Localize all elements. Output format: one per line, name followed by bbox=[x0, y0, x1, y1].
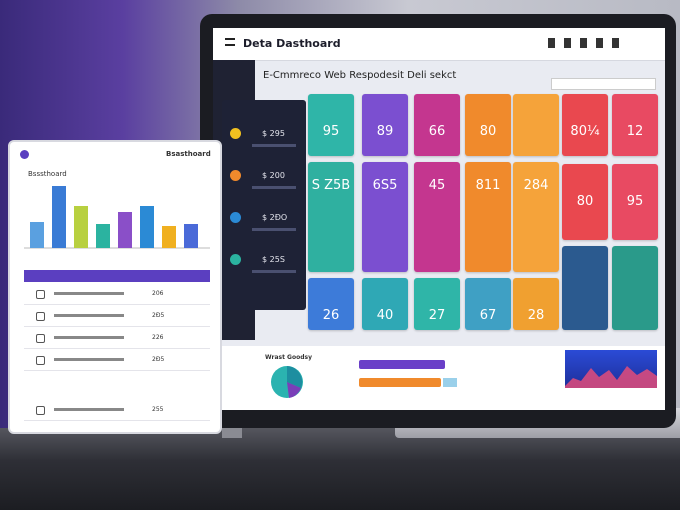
panel-value: $ 25S bbox=[262, 255, 285, 264]
panel-sub bbox=[252, 186, 296, 189]
area-chart bbox=[565, 366, 657, 388]
bar-chart bbox=[24, 186, 210, 249]
status-dot bbox=[230, 212, 241, 223]
row-divider bbox=[24, 304, 210, 305]
row-value: 206 bbox=[152, 290, 164, 297]
bottom-panel: Wrast Goodsy bbox=[213, 346, 665, 410]
row-icon bbox=[36, 290, 45, 299]
chart-tile bbox=[612, 246, 658, 330]
row-icon bbox=[36, 334, 45, 343]
tile: 67 bbox=[465, 278, 511, 330]
status-dot bbox=[230, 254, 241, 265]
chart-title: Bsssthoard bbox=[28, 170, 67, 178]
tile: 811 bbox=[465, 162, 511, 272]
row-divider bbox=[24, 370, 210, 371]
bar bbox=[184, 224, 198, 248]
page-heading: E-Cmmrecο Web Respodesit Deli sekct bbox=[263, 70, 457, 81]
bar bbox=[118, 212, 132, 248]
progress-bar bbox=[443, 378, 457, 387]
toolbar-icons bbox=[548, 38, 653, 50]
status-dot bbox=[230, 128, 241, 139]
summary-panel: $ 295 $ 200 $ 2ĐO $ 25S bbox=[222, 100, 306, 310]
tile: 66 bbox=[414, 94, 460, 156]
status-dot bbox=[230, 170, 241, 181]
icon[interactable] bbox=[580, 38, 587, 48]
bar bbox=[162, 226, 176, 248]
tile: 26 bbox=[308, 278, 354, 330]
menu-icon[interactable] bbox=[225, 38, 235, 46]
progress-bar bbox=[359, 378, 441, 387]
tile: 80 bbox=[465, 94, 511, 156]
row-icon bbox=[36, 406, 45, 415]
icon[interactable] bbox=[612, 38, 619, 48]
app-title: Deta Dasthoard bbox=[243, 37, 341, 50]
area-chart-card bbox=[565, 350, 657, 388]
panel-sub bbox=[252, 228, 296, 231]
tile: 95 bbox=[308, 94, 354, 156]
pie bbox=[271, 366, 303, 398]
tablet-title: Bsasthoard bbox=[166, 150, 211, 158]
tile: 27 bbox=[414, 278, 460, 330]
panel-value: $ 200 bbox=[262, 171, 285, 180]
tile: 80¼ bbox=[562, 94, 608, 156]
row-text bbox=[54, 358, 124, 361]
tile: 89 bbox=[362, 94, 408, 156]
tile: 284 bbox=[513, 162, 559, 272]
row-value: 226 bbox=[152, 334, 164, 341]
row-value: 2Đ5 bbox=[152, 312, 165, 319]
tile: 80 bbox=[562, 164, 608, 240]
bar bbox=[96, 224, 110, 248]
row-value: 2Đ5 bbox=[152, 356, 165, 363]
pie-slice bbox=[287, 366, 303, 388]
row-text bbox=[54, 292, 124, 295]
row-divider bbox=[24, 420, 210, 421]
row-text bbox=[54, 314, 124, 317]
tablet: Bsasthoard Bsssthoard 206 2Đ5 226 2Đ5 255 bbox=[8, 140, 222, 434]
row-text bbox=[54, 336, 124, 339]
icon[interactable] bbox=[548, 38, 555, 48]
row-text bbox=[54, 408, 124, 411]
tile bbox=[513, 94, 559, 156]
tile: S Z5B bbox=[308, 162, 354, 272]
tile: 95 bbox=[612, 164, 658, 240]
bar bbox=[52, 186, 66, 248]
desk bbox=[0, 428, 680, 510]
bar bbox=[30, 222, 44, 248]
tile: 45 bbox=[414, 162, 460, 272]
tile: 6S5 bbox=[362, 162, 408, 272]
table-header bbox=[24, 270, 210, 282]
area bbox=[565, 366, 657, 388]
top-bar: Deta Dasthoard bbox=[213, 28, 665, 61]
icon[interactable] bbox=[564, 38, 571, 48]
tile: 12 bbox=[612, 94, 658, 156]
row-divider bbox=[24, 326, 210, 327]
progress-bar bbox=[359, 360, 445, 369]
bar bbox=[140, 206, 154, 248]
panel-value: $ 2ĐO bbox=[262, 213, 288, 222]
row-divider bbox=[24, 348, 210, 349]
chart-tile bbox=[562, 246, 608, 330]
logo bbox=[20, 150, 29, 159]
panel-sub bbox=[252, 270, 296, 273]
bottom-title: Wrast Goodsy bbox=[265, 354, 312, 361]
monitor-screen: Deta Dasthoard E-Cmmrecο Web Respodesit … bbox=[213, 28, 665, 410]
row-icon bbox=[36, 356, 45, 365]
bar bbox=[74, 206, 88, 248]
row-value: 255 bbox=[152, 406, 164, 413]
tile: 28 bbox=[513, 278, 559, 330]
panel-sub bbox=[252, 144, 296, 147]
tile: 40 bbox=[362, 278, 408, 330]
pie-slice bbox=[287, 382, 301, 398]
row-icon bbox=[36, 312, 45, 321]
panel-value: $ 295 bbox=[262, 129, 285, 138]
search-box[interactable] bbox=[551, 78, 656, 90]
icon[interactable] bbox=[596, 38, 603, 48]
